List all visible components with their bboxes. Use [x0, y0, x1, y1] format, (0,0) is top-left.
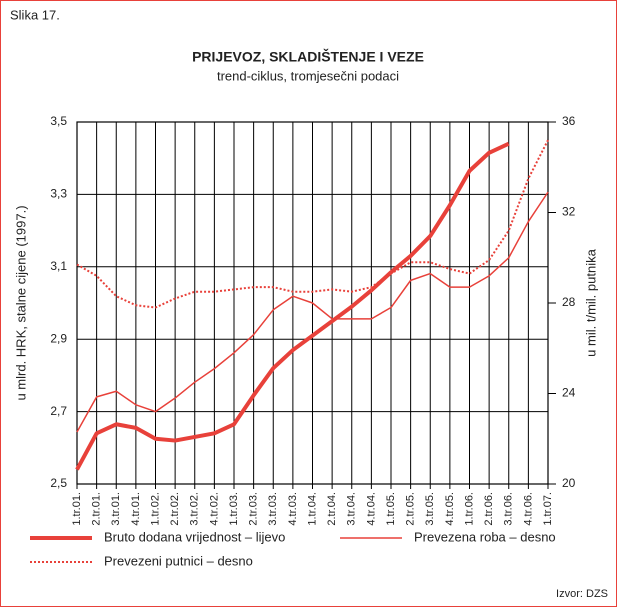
legend-label: Bruto dodana vrijednost – lijevo [104, 529, 285, 544]
y-tick-label: 3,3 [50, 187, 67, 201]
y2-tick-label: 20 [562, 476, 576, 490]
y-axis-label: u mlrd. HRK, stalne cijene (1997.) [13, 205, 28, 400]
x-tick-label: 1.tr.02. [149, 492, 161, 526]
y-tick-label: 2,7 [50, 404, 67, 418]
x-tick-label: 3.tr.01. [110, 492, 122, 526]
x-tick-label: 3.tr.03. [267, 492, 279, 526]
y2-tick-label: 28 [562, 295, 576, 309]
y2-tick-label: 32 [562, 205, 576, 219]
x-tick-label: 2.tr.05. [405, 492, 417, 526]
x-tick-label: 4.tr.04. [365, 492, 377, 526]
x-tick-label: 3.tr.04. [346, 492, 358, 526]
x-tick-label: 3.tr.06. [503, 492, 515, 526]
x-tick-label: 4.tr.02. [208, 492, 220, 526]
x-tick-label: 1.tr.03. [228, 492, 240, 526]
y2-axis-label: u mil. t/mil. putnika [583, 248, 598, 356]
chart-subtitle: trend-ciklus, tromjesečni podaci [217, 68, 399, 83]
y2-tick-label: 36 [562, 114, 576, 128]
x-tick-label: 4.tr.01. [130, 492, 142, 526]
plot-frame [76, 121, 549, 485]
x-tick-label: 2.tr.01. [91, 492, 103, 526]
y-tick-label: 3,1 [50, 259, 67, 273]
x-tick-label: 4.tr.05. [444, 492, 456, 526]
x-tick-label: 4.tr.03. [287, 492, 299, 526]
series-line [76, 139, 549, 309]
series-line [75, 141, 510, 471]
x-tick-label: 1.tr.05. [385, 492, 397, 526]
x-tick-label: 3.tr.05. [424, 492, 436, 526]
x-tick-label: 1.tr.01. [71, 492, 83, 526]
legend-label: Prevezeni putnici – desno [104, 553, 253, 568]
figure-label: Slika 17. [10, 7, 60, 22]
x-tick-label: 2.tr.03. [248, 492, 260, 526]
x-tick-label: 1.tr.06. [463, 492, 475, 526]
source: Izvor: DZS [556, 588, 608, 600]
x-tick-label: 2.tr.04. [326, 492, 338, 526]
y2-tick-label: 24 [562, 386, 576, 400]
series-line [76, 191, 549, 433]
chart-title: PRIJEVOZ, SKLADIŠTENJE I VEZE [192, 48, 424, 65]
x-tick-label: 3.tr.02. [189, 492, 201, 526]
x-tick-label: 2.tr.02. [169, 492, 181, 526]
x-tick-label: 1.tr.04. [306, 492, 318, 526]
y-tick-label: 2,5 [50, 476, 67, 490]
y-tick-label: 3,5 [50, 114, 67, 128]
x-tick-label: 2.tr.06. [483, 492, 495, 526]
y-tick-label: 2,9 [50, 331, 67, 345]
x-tick-label: 1.tr.07. [542, 492, 554, 526]
legend-label: Prevezena roba – desno [414, 529, 556, 544]
x-tick-label: 4.tr.06. [522, 492, 534, 526]
